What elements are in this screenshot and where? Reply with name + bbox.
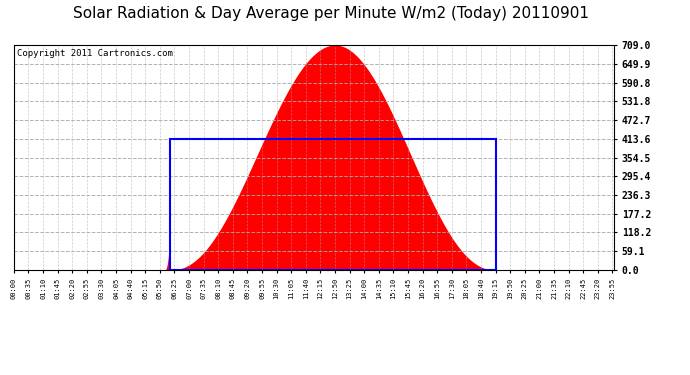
- Text: Solar Radiation & Day Average per Minute W/m2 (Today) 20110901: Solar Radiation & Day Average per Minute…: [73, 6, 589, 21]
- Text: Copyright 2011 Cartronics.com: Copyright 2011 Cartronics.com: [17, 50, 172, 58]
- Bar: [170, 139, 495, 270]
